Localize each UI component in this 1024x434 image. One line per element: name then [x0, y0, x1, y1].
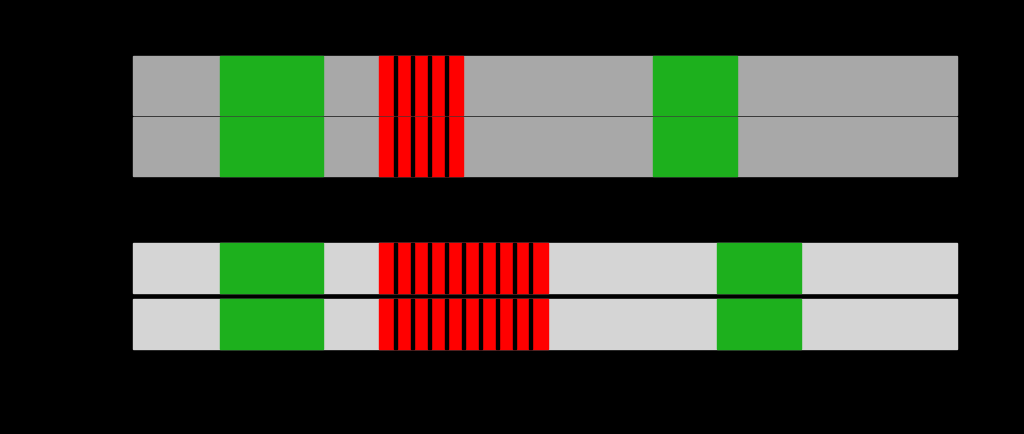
Bar — [653, 56, 737, 115]
Bar — [220, 299, 323, 349]
Bar — [411, 117, 414, 176]
Bar — [444, 56, 447, 115]
Bar — [133, 243, 957, 293]
Bar — [428, 56, 431, 115]
Bar — [444, 243, 449, 293]
Bar — [220, 243, 323, 293]
Bar — [462, 299, 465, 349]
Bar — [428, 117, 431, 176]
Bar — [394, 117, 397, 176]
Bar — [428, 299, 431, 349]
Bar — [496, 243, 499, 293]
Bar — [411, 56, 414, 115]
Bar — [412, 299, 414, 349]
Bar — [513, 299, 516, 349]
Bar — [478, 243, 481, 293]
Bar — [133, 299, 957, 349]
Bar — [412, 243, 414, 293]
Bar — [462, 243, 465, 293]
Bar — [653, 117, 737, 176]
Bar — [717, 243, 801, 293]
Bar — [513, 243, 516, 293]
Bar — [529, 299, 532, 349]
Bar — [428, 243, 431, 293]
Bar — [529, 243, 532, 293]
Bar — [444, 299, 449, 349]
Bar — [379, 117, 463, 176]
Bar — [496, 299, 499, 349]
Bar — [394, 299, 397, 349]
Bar — [379, 299, 548, 349]
Bar — [444, 117, 447, 176]
Bar — [379, 243, 548, 293]
Bar — [478, 299, 481, 349]
Bar — [394, 243, 397, 293]
Bar — [220, 56, 323, 115]
Bar — [133, 56, 957, 115]
Bar — [394, 56, 397, 115]
Bar — [220, 117, 323, 176]
Bar — [133, 117, 957, 176]
Bar — [379, 56, 463, 115]
Bar — [717, 299, 801, 349]
